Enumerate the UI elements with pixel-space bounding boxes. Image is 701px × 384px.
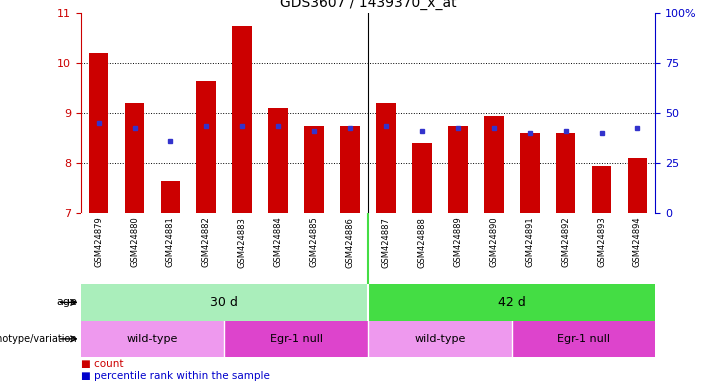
Bar [304, 126, 324, 213]
Text: GSM424894: GSM424894 [633, 217, 642, 267]
Bar [81, 284, 368, 321]
Text: genotype/variation: genotype/variation [0, 334, 77, 344]
Bar [224, 321, 368, 357]
Text: GSM424892: GSM424892 [561, 217, 570, 267]
Text: ■ count: ■ count [81, 359, 123, 369]
Bar [627, 158, 647, 213]
Bar [196, 81, 216, 213]
Text: GSM424885: GSM424885 [310, 217, 319, 267]
Text: GSM424882: GSM424882 [202, 217, 211, 267]
Text: 30 d: 30 d [210, 296, 238, 309]
Bar [592, 166, 611, 213]
Bar [125, 103, 144, 213]
Text: GSM424883: GSM424883 [238, 217, 247, 268]
Text: age: age [56, 297, 77, 308]
Text: Egr-1 null: Egr-1 null [270, 334, 322, 344]
Text: GSM424884: GSM424884 [273, 217, 283, 267]
Bar [368, 284, 655, 321]
Title: GDS3607 / 1439370_x_at: GDS3607 / 1439370_x_at [280, 0, 456, 10]
Text: GSM424879: GSM424879 [94, 217, 103, 267]
Text: GSM424886: GSM424886 [346, 217, 355, 268]
Bar [89, 53, 109, 213]
Bar [268, 108, 288, 213]
Bar [368, 321, 512, 357]
Bar [448, 126, 468, 213]
Text: Egr-1 null: Egr-1 null [557, 334, 610, 344]
Text: ■ percentile rank within the sample: ■ percentile rank within the sample [81, 371, 269, 381]
Text: GSM424890: GSM424890 [489, 217, 498, 267]
Text: GSM424880: GSM424880 [130, 217, 139, 267]
Text: wild-type: wild-type [127, 334, 178, 344]
Bar [520, 133, 540, 213]
Bar [512, 321, 655, 357]
Bar [376, 103, 396, 213]
Text: GSM424889: GSM424889 [454, 217, 463, 267]
Bar [161, 180, 180, 213]
Text: GSM424888: GSM424888 [417, 217, 426, 268]
Bar [233, 26, 252, 213]
Bar [340, 126, 360, 213]
Text: 42 d: 42 d [498, 296, 526, 309]
Text: GSM424887: GSM424887 [381, 217, 390, 268]
Text: GSM424881: GSM424881 [166, 217, 175, 267]
Text: GSM424891: GSM424891 [525, 217, 534, 267]
Bar [412, 143, 432, 213]
Bar [81, 321, 224, 357]
Text: wild-type: wild-type [414, 334, 465, 344]
Bar [556, 133, 576, 213]
Text: GSM424893: GSM424893 [597, 217, 606, 267]
Bar [484, 116, 503, 213]
